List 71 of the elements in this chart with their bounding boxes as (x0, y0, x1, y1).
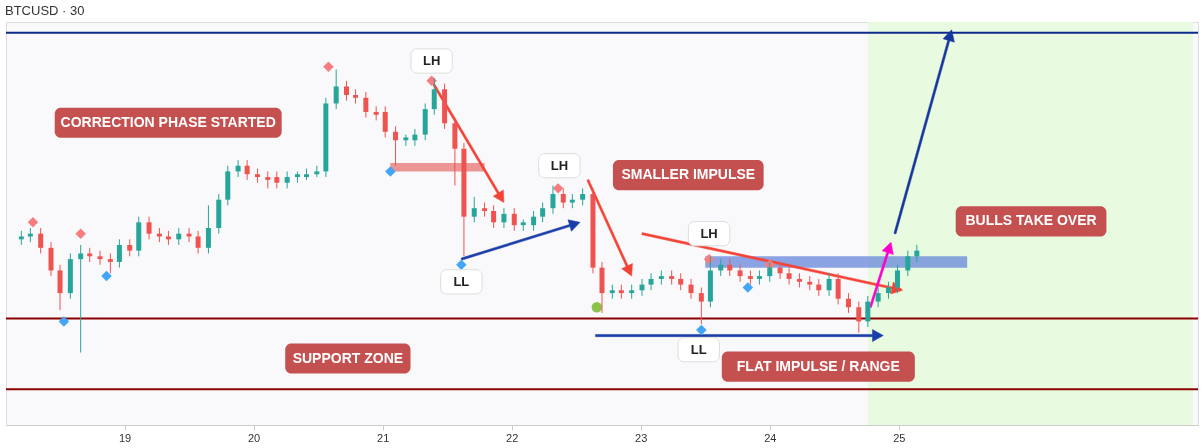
candlestick (501, 207, 507, 229)
candlestick (786, 267, 792, 286)
candlestick (284, 170, 290, 189)
candlestick (393, 125, 399, 167)
annotation: LH (700, 225, 718, 241)
candlestick (363, 91, 369, 119)
candlestick (195, 230, 201, 254)
point (58, 316, 70, 327)
candlestick (38, 227, 44, 254)
x-tick-label: 23 (635, 431, 648, 444)
candlestick (737, 264, 743, 283)
candlestick (865, 295, 871, 328)
candlestick (48, 241, 54, 277)
candlestick (550, 185, 556, 215)
candlestick (856, 301, 862, 334)
x-tick-label: 25 (893, 431, 906, 444)
annotation: LL (453, 273, 470, 289)
candlestick (97, 250, 103, 266)
candlestick (116, 238, 122, 269)
candlestick (560, 187, 566, 209)
candlestick (905, 250, 911, 277)
annotation: LH (423, 53, 441, 68)
x-tick-label: 21 (377, 431, 390, 444)
candlestick (57, 264, 63, 311)
candlestick (146, 216, 152, 240)
candlestick (205, 204, 211, 254)
point (552, 183, 564, 194)
annotation: LL (690, 341, 707, 357)
point (696, 324, 707, 336)
candlestick (688, 278, 694, 300)
candlestick (78, 244, 84, 354)
candlestick (344, 80, 349, 102)
chart-title: BTCUSD · 30 (5, 3, 85, 18)
annotation: LH (550, 157, 569, 173)
text: FLAT IMPULSE / RANGE (736, 357, 900, 374)
point (323, 61, 334, 72)
candlestick (767, 261, 773, 283)
point (101, 270, 112, 282)
x-tick-label: 22 (506, 431, 519, 444)
point (591, 302, 603, 313)
x-tick-label: 19 (118, 431, 132, 444)
x-tick-label: 24 (764, 431, 777, 444)
annotation: SMALLER IMPULSE (621, 166, 756, 183)
x-tick-label: 20 (247, 431, 261, 444)
candlestick (471, 196, 477, 223)
candlestick (540, 202, 546, 223)
point (385, 166, 396, 177)
candlestick (826, 272, 832, 297)
candlestick (431, 77, 437, 116)
candlestick (835, 272, 841, 305)
candlestick (895, 264, 900, 294)
point (742, 282, 754, 293)
point (75, 228, 86, 239)
point (456, 259, 467, 271)
annotation: BULLS TAKE OVER (965, 212, 1097, 229)
candlestick (648, 272, 654, 291)
candlestick (333, 69, 339, 110)
candlestick (511, 207, 517, 232)
candlestick (531, 210, 537, 232)
candlestick (875, 286, 881, 308)
point (426, 75, 437, 87)
annotation: CORRECTION PHASE STARTED (60, 113, 276, 130)
candlestick (698, 286, 704, 325)
annotation: SUPPORT ZONE (292, 349, 404, 366)
candlestick (382, 105, 388, 138)
candlestick (244, 159, 250, 181)
candlestick (403, 134, 409, 147)
candlestick (491, 204, 497, 229)
candlestick (845, 292, 851, 314)
point (27, 217, 39, 228)
candlestick (107, 252, 113, 274)
